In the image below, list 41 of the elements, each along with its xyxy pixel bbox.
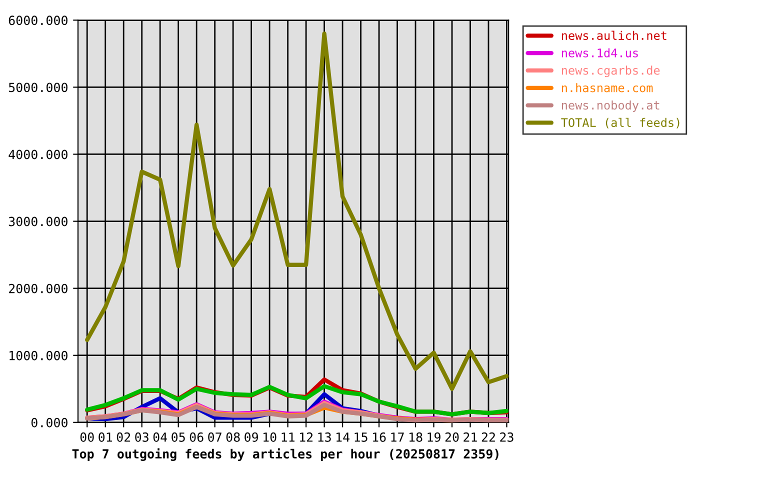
x-tick-label: 20 — [445, 432, 459, 442]
x-tick-label: 12 — [300, 432, 313, 442]
x-tick-label: 15 — [354, 432, 368, 442]
legend-label: news.aulich.net — [562, 30, 666, 40]
y-tick-label: 3000.000 — [8, 216, 68, 226]
legend-label: n.hasname.com — [562, 83, 653, 92]
legend-label: news.cgarbs.de — [562, 66, 660, 78]
x-tick-label: 06 — [190, 432, 204, 442]
x-tick-label: 04 — [153, 432, 168, 442]
x-tick-label: 00 — [80, 432, 94, 442]
y-tick-label: 5000.000 — [8, 82, 68, 92]
x-tick-label: 14 — [336, 432, 350, 442]
line-series — [85, 402, 509, 422]
line-series — [85, 31, 509, 391]
x-tick-label: 10 — [264, 432, 276, 442]
x-tick-label: 13 — [318, 432, 331, 442]
x-tick-label: 03 — [135, 432, 148, 442]
y-tick-label: 6000.000 — [8, 16, 68, 26]
legend-label: news.1d4.us — [562, 48, 638, 58]
y-tick-label: 4000.000 — [8, 150, 68, 160]
text: Top 7 outgoing feeds by articles per hour (20250817 2359) — [72, 448, 498, 461]
y-tick-label: 2000.000 — [9, 284, 68, 294]
x-tick-label: 16 — [373, 432, 386, 442]
x-tick-label: 08 — [226, 432, 240, 442]
legend-label: TOTAL (all feeds) — [561, 118, 680, 128]
x-tick-label: 05 — [172, 432, 185, 442]
line-series — [85, 384, 509, 416]
x-tick-label: 22 — [482, 432, 495, 442]
x-tick-label: 02 — [116, 432, 130, 442]
x-tick-label: 11 — [282, 432, 294, 442]
x-tick-label: 19 — [428, 432, 440, 442]
x-tick-label: 21 — [464, 432, 477, 442]
y-tick-label: 1000.000 — [10, 350, 68, 360]
x-tick-label: 07 — [208, 432, 222, 442]
x-tick-label: 17 — [391, 432, 404, 442]
y-tick-label: 0.000 — [31, 418, 68, 428]
x-tick-label: 01 — [98, 432, 112, 442]
legend-label: news.nobody.at — [562, 100, 660, 112]
x-tick-label: 18 — [409, 432, 422, 442]
x-tick-label: 23 — [500, 432, 514, 442]
x-tick-label: 09 — [244, 432, 258, 442]
